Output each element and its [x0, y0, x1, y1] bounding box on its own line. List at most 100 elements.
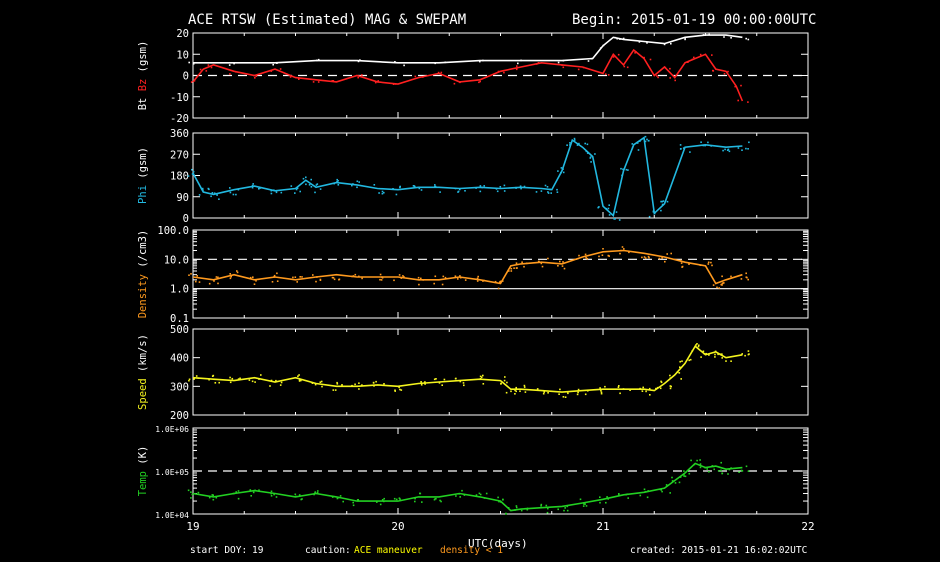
phi-data-point [597, 206, 599, 209]
mag-data-point [577, 68, 580, 71]
temp-data-point [647, 490, 649, 492]
phi-data-point [748, 141, 750, 144]
temp-data-point [688, 472, 691, 475]
speed-data-point [239, 377, 241, 380]
temp-data-point [514, 509, 516, 511]
density-data-point [501, 280, 504, 282]
phi-data-point [210, 195, 212, 198]
mag-data-point [517, 62, 519, 65]
speed-data-point [703, 353, 706, 355]
temp-data-point [497, 496, 499, 499]
speed-data-point [648, 387, 651, 390]
temp-data-point [564, 507, 566, 509]
phi-data-point [631, 143, 634, 145]
temp-data-point [208, 496, 211, 499]
density-data-point [354, 273, 357, 276]
phi-data-point [294, 192, 296, 194]
mag-data-point [317, 81, 320, 83]
temp-data-point [557, 508, 559, 511]
temp-data-point [671, 476, 673, 479]
temp-data-point [352, 504, 355, 507]
speed-data-point [600, 389, 602, 392]
temp-data-point [187, 489, 190, 492]
temp-data-point [721, 472, 723, 475]
temp-data-point [435, 497, 437, 500]
temp-data-point [563, 509, 565, 512]
temp-data-point [661, 490, 663, 493]
speed-data-point [336, 381, 338, 384]
density-data-point [195, 280, 197, 283]
temp-data-point [483, 497, 486, 499]
density-data-point [601, 254, 604, 256]
phi-data-point [434, 184, 436, 186]
mag-data-point [740, 84, 742, 87]
speed-data-point [298, 380, 301, 382]
mag-data-point [684, 38, 686, 41]
phi-data-point [336, 180, 338, 183]
temp-data-point [273, 493, 275, 496]
mag-data-point [394, 83, 397, 85]
speed-data-point [720, 353, 722, 355]
caution-density-legend: density < 1 [440, 545, 503, 556]
mag-data-point [712, 70, 715, 72]
temp-data-point [639, 494, 642, 497]
phi-data-point [252, 183, 254, 185]
density-data-point [607, 254, 610, 257]
speed-data-point [629, 389, 631, 391]
speed-data-point [599, 387, 601, 389]
speed-series-speed-line [192, 344, 743, 393]
density-data-point [541, 265, 544, 268]
density-data-point [540, 262, 543, 265]
phi-data-point [270, 192, 273, 195]
density-data-point [699, 264, 702, 266]
phi-y-tick-label: 360 [170, 128, 189, 140]
density-data-point [658, 257, 661, 260]
phi-data-point [459, 188, 461, 191]
mag-data-point [193, 80, 196, 82]
phi-data-point [653, 212, 656, 215]
speed-data-point [383, 383, 385, 385]
mag-y-tick-label: 0 [183, 71, 189, 83]
speed-data-point [260, 374, 262, 376]
mag-data-point [734, 85, 736, 88]
temp-data-point [498, 500, 500, 503]
density-data-point [576, 258, 579, 260]
mag-data-point [440, 71, 443, 74]
phi-data-point [644, 135, 647, 138]
density-data-point [332, 277, 335, 279]
mag-data-point [497, 70, 500, 73]
phi-data-point [258, 188, 260, 190]
x-axis-title: UTC(days) [468, 537, 528, 550]
temp-data-point [399, 498, 401, 500]
phi-data-point [280, 191, 283, 194]
mag-data-point [656, 75, 658, 77]
phi-data-point [290, 185, 293, 187]
phi-data-point [356, 186, 358, 189]
density-data-point [403, 276, 405, 278]
mag-data-point [614, 36, 617, 39]
temp-data-point [258, 489, 260, 491]
phi-data-point [358, 181, 360, 183]
density-data-point [521, 261, 523, 263]
temp-data-point [379, 503, 382, 506]
phi-data-point [707, 141, 709, 144]
speed-data-point [208, 378, 210, 381]
speed-data-point [747, 350, 750, 352]
temp-data-point [317, 490, 319, 492]
speed-data-point [679, 366, 681, 368]
mag-data-point [377, 80, 379, 82]
temp-data-point [720, 461, 722, 464]
phi-data-point [381, 190, 384, 193]
temp-data-point [190, 491, 192, 493]
speed-data-point [695, 344, 697, 346]
phi-data-point [213, 192, 216, 194]
temp-data-point [708, 471, 710, 473]
phi-data-point [201, 187, 204, 190]
temp-y-tick-label: 1.0E+06 [155, 425, 189, 434]
speed-data-point [542, 392, 545, 395]
speed-data-point [564, 396, 567, 398]
mag-data-point [394, 61, 396, 63]
speed-data-point [725, 360, 727, 362]
speed-y-tick-label: 300 [170, 381, 189, 393]
phi-data-point [439, 191, 441, 193]
